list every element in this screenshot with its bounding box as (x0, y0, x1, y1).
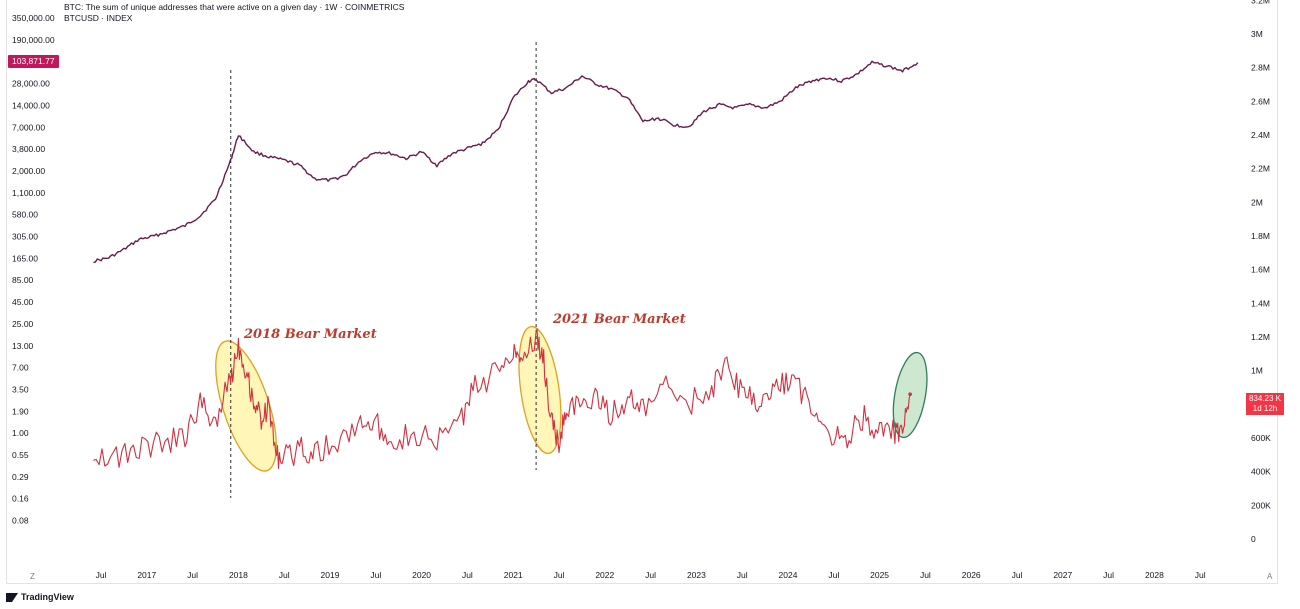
left-axis-tick: 1.00 (12, 428, 29, 438)
left-axis-tick: 580.00 (12, 210, 38, 220)
left-axis-tick: 45.00 (12, 297, 34, 307)
annotation-2018-bear-market: 2018 Bear Market (243, 327, 377, 342)
right-axis-tick: 600K (1251, 433, 1271, 443)
right-axis-tick: 3M (1251, 29, 1263, 39)
tradingview-brand: TradingView (21, 592, 74, 602)
x-axis-tick: Jul (96, 570, 107, 580)
left-axis-tick: 305.00 (12, 232, 38, 242)
right-axis-tick: 1.4M (1251, 298, 1270, 308)
right-axis-tick: 1.6M (1251, 265, 1270, 275)
price-badge: 103,871.77 (8, 55, 59, 68)
x-axis-tick: Jul (920, 570, 931, 580)
right-axis-tick: 1.8M (1251, 231, 1270, 241)
left-axis-tick: 85.00 (12, 275, 34, 285)
x-axis-tick: 2018 (229, 570, 248, 580)
left-axis-tick: 0.29 (12, 472, 29, 482)
left-axis-tick: 0.08 (12, 516, 29, 526)
ellipses (215, 325, 928, 472)
x-axis-tick: Jul (737, 570, 748, 580)
x-axis-tick: 2022 (595, 570, 614, 580)
x-axis-tick: 2028 (1145, 570, 1164, 580)
right-axis-tick: 2M (1251, 197, 1263, 207)
right-axis-tick: 2.6M (1251, 96, 1270, 106)
left-axis-tick: 13.00 (12, 341, 34, 351)
btc-price-line (93, 60, 919, 264)
legend-line-1: BTC: The sum of unique addresses that we… (64, 2, 405, 12)
left-axis: 350,000.00190,000.0052,000.0028,000.0014… (12, 13, 55, 526)
active-addresses-line (93, 328, 911, 469)
x-axis-tick: 2024 (779, 570, 798, 580)
tradingview-logo[interactable]: TradingView (6, 592, 74, 602)
vertical-lines (230, 42, 537, 498)
annotation-2021-bear-market: 2021 Bear Market (552, 312, 686, 327)
x-axis: Jul 2017 Jul 2018 Jul 2019 Jul 2020 Jul 2021 Jul 20… (96, 570, 1206, 580)
chart-svg[interactable]: 350,000.00190,000.0052,000.0028,000.0014… (0, 0, 1300, 588)
right-axis-tick: 2.2M (1251, 164, 1270, 174)
left-axis-tick: 3,800.00 (12, 144, 45, 154)
left-axis-tick: 28,000.00 (12, 79, 50, 89)
right-axis-tick: 3.2M (1251, 0, 1270, 5)
x-axis-tick: 2021 (504, 570, 523, 580)
legend-line-2: BTCUSD · INDEX (64, 13, 133, 23)
x-axis-tick: 2020 (412, 570, 431, 580)
x-axis-tick: Jul (1012, 570, 1023, 580)
left-axis-tick: 1.90 (12, 406, 29, 416)
last-value-dot (908, 392, 912, 397)
x-axis-tick: Jul (370, 570, 381, 580)
x-axis-tick: 2019 (321, 570, 340, 580)
x-axis-tick: 2027 (1053, 570, 1072, 580)
left-axis-tick: 25.00 (12, 319, 34, 329)
left-axis-tick: 1,100.00 (12, 188, 45, 198)
right-axis-tick: 2.4M (1251, 130, 1270, 140)
x-axis-tick: Jul (828, 570, 839, 580)
footer: TradingView (0, 588, 1300, 609)
left-axis-tick: 190,000.00 (12, 35, 55, 45)
x-axis-tick: Jul (1195, 570, 1206, 580)
right-axis-tick: 0 (1251, 534, 1256, 544)
timezone-button[interactable]: Z (30, 572, 35, 581)
x-axis-tick: Jul (187, 570, 198, 580)
x-axis-tick: Jul (645, 570, 656, 580)
left-axis-tick: 350,000.00 (12, 13, 55, 23)
right-axis-tick: 400K (1251, 467, 1271, 477)
x-axis-tick: 2023 (687, 570, 706, 580)
left-axis-tick: 14,000.00 (12, 100, 50, 110)
addresses-value: 834.23 K (1248, 394, 1282, 403)
right-axis: 3.2M 3M 2.8M 2.6M 2.4M 2.2M 2M 1.8M 1.6M 1.4M 1.2M… (1251, 0, 1271, 544)
bear-market-ellipse (518, 325, 562, 455)
right-axis-tick: 1.2M (1251, 332, 1270, 342)
x-axis-tick: Jul (554, 570, 565, 580)
tradingview-logo-icon (6, 592, 18, 602)
left-axis-tick: 2,000.00 (12, 166, 45, 176)
auto-scale-button[interactable]: A (1267, 572, 1273, 581)
series (93, 60, 919, 469)
addresses-badge: 834.23 K 1d 12h (1246, 393, 1284, 415)
left-axis-tick: 0.16 (12, 494, 29, 504)
right-axis-tick: 1M (1251, 366, 1263, 376)
x-axis-tick: Jul (279, 570, 290, 580)
bear-market-ellipse (215, 340, 277, 472)
x-axis-tick: 2017 (137, 570, 156, 580)
addresses-countdown: 1d 12h (1252, 404, 1278, 413)
right-axis-tick: 2.8M (1251, 63, 1270, 73)
left-axis-tick: 0.55 (12, 450, 29, 460)
x-axis-tick: 2025 (870, 570, 889, 580)
left-axis-tick: 7,000.00 (12, 122, 45, 132)
x-axis-tick: Jul (462, 570, 473, 580)
x-axis-tick: Jul (1103, 570, 1114, 580)
x-axis-tick: 2026 (962, 570, 981, 580)
right-axis-tick: 200K (1251, 500, 1271, 510)
left-axis-tick: 7.00 (12, 363, 29, 373)
left-axis-tick: 3.50 (12, 384, 29, 394)
chart-frame (6, 0, 1278, 584)
left-axis-tick: 165.00 (12, 253, 38, 263)
